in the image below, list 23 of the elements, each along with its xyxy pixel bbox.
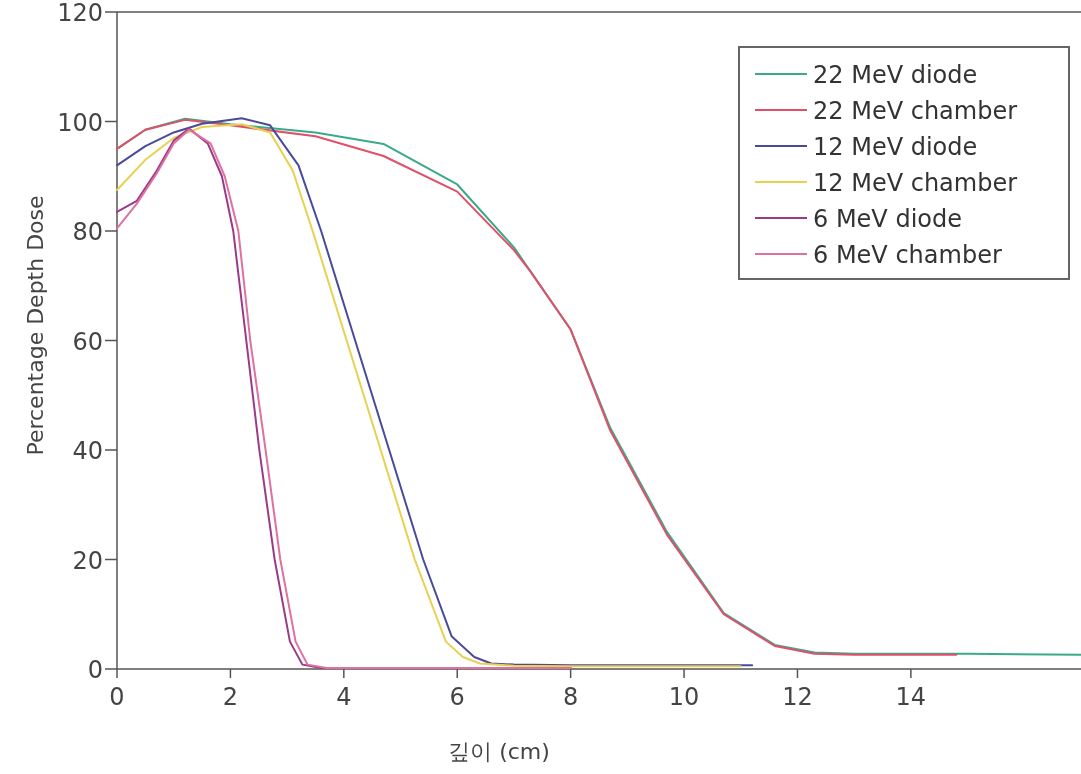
y-tick-label: 100 [57,108,103,137]
legend-label: 12 MeV diode [813,133,978,161]
x-tick-label: 14 [895,683,927,711]
y-tick-label: 120 [57,0,103,27]
x-tick-label: 4 [336,683,352,711]
legend-label: 12 MeV chamber [813,169,1018,197]
x-tick-label: 6 [449,683,465,711]
y-axis-title: Percentage Depth Dose [23,195,48,456]
y-tick-label: 20 [72,546,103,575]
x-tick-label: 2 [222,683,239,711]
legend-label: 6 MeV chamber [813,241,1002,269]
y-tick-label: 80 [72,218,103,246]
legend-label: 22 MeV diode [813,61,978,89]
x-axis-title: 깊이 (cm) [448,739,550,764]
x-tick-label: 12 [782,683,813,711]
y-tick-label: 40 [72,437,103,465]
x-tick-label: 10 [668,683,700,711]
legend-label: 22 MeV chamber [813,97,1018,125]
y-tick-label: 0 [87,656,103,684]
x-tick-label: 0 [109,683,125,711]
y-tick-label: 60 [72,327,103,356]
legend-label: 6 MeV diode [813,205,963,233]
x-tick-label: 8 [563,683,579,711]
